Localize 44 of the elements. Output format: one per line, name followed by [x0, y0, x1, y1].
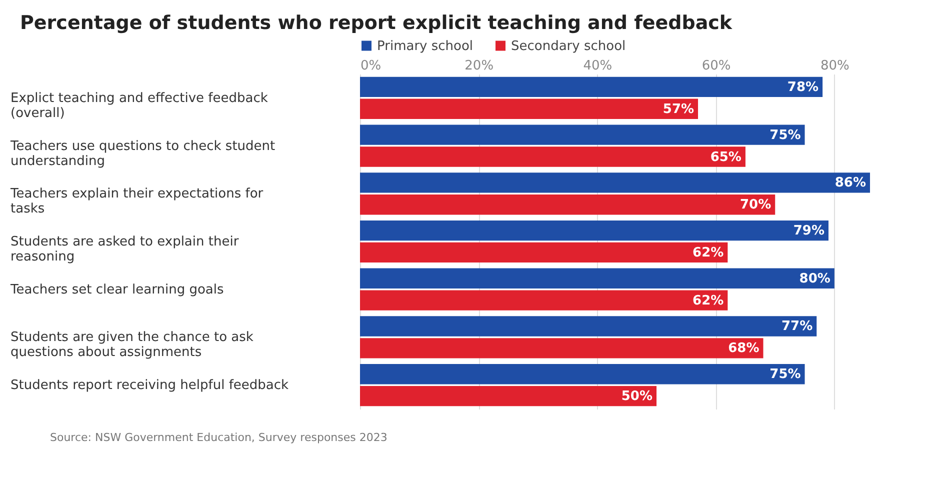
data-label: 62% — [692, 245, 724, 260]
data-label: 77% — [782, 319, 813, 334]
data-label: 75% — [770, 128, 801, 143]
source-note: Source: NSW Government Education, Survey responses 2023 — [50, 431, 388, 444]
legend-label: Primary school — [377, 38, 474, 54]
y-tick-label: Students are given the chance to ask questions about assignments — [10, 330, 254, 360]
bar — [360, 76, 823, 98]
data-label: 86% — [834, 176, 866, 191]
bar — [360, 364, 805, 384]
data-label: 70% — [740, 198, 772, 213]
data-label: 78% — [787, 80, 819, 95]
x-tick-label: 60% — [702, 58, 731, 74]
y-tick-label: Teachers explain their expectations for tasks — [10, 186, 264, 217]
bar — [360, 268, 834, 288]
bar — [360, 194, 776, 215]
bar — [360, 220, 828, 241]
x-tick-label: 20% — [464, 58, 494, 74]
bar — [360, 386, 657, 406]
x-tick-label: 80% — [820, 58, 850, 74]
y-tick-label: Students report receiving helpful feedback — [10, 378, 290, 394]
bar — [360, 146, 746, 167]
bar — [360, 338, 764, 358]
bar — [360, 290, 728, 310]
data-label: 65% — [710, 150, 742, 165]
y-tick-label: Students are asked to explain their reasoning — [10, 234, 240, 264]
data-label: 68% — [728, 341, 760, 356]
x-tick-label: 40% — [583, 58, 612, 74]
chart-title: Percentage of students who report explicit teaching and feedback — [20, 12, 732, 34]
data-label: 80% — [799, 271, 830, 286]
data-label: 62% — [692, 293, 724, 308]
bar — [360, 124, 805, 145]
data-label: 75% — [770, 367, 801, 382]
data-label: 50% — [621, 389, 653, 404]
legend-label: Secondary school — [511, 38, 626, 54]
bar — [360, 316, 817, 336]
bar — [360, 242, 728, 263]
y-tick-label: Explict teaching and effective feedback (overall) — [10, 90, 268, 121]
bar — [360, 172, 870, 193]
data-label: 79% — [793, 224, 824, 239]
y-tick-label: Teachers use questions to check student understanding — [10, 138, 276, 169]
bar — [360, 98, 698, 119]
x-tick-label: 0% — [360, 58, 382, 74]
y-tick-label: Teachers set clear learning goals — [10, 282, 224, 298]
data-label: 57% — [662, 102, 694, 117]
